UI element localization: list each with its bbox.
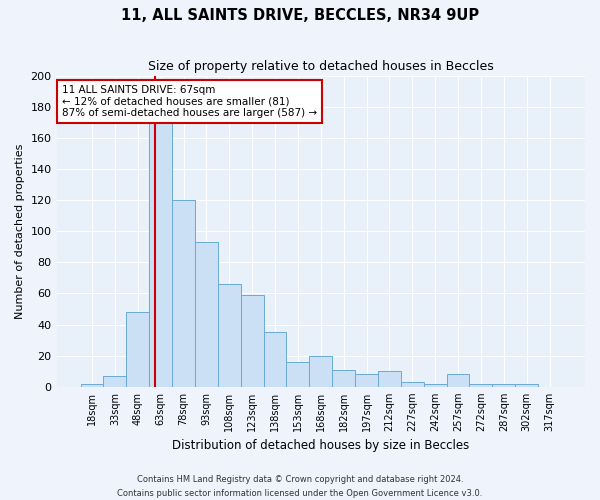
Bar [515, 384, 538, 387]
Bar [332, 370, 355, 387]
Bar [401, 382, 424, 387]
Bar [172, 200, 195, 387]
Bar [149, 122, 172, 387]
Bar [310, 356, 332, 387]
Bar [378, 371, 401, 387]
Bar [355, 374, 378, 387]
Title: Size of property relative to detached houses in Beccles: Size of property relative to detached ho… [148, 60, 494, 73]
Bar [195, 242, 218, 387]
Y-axis label: Number of detached properties: Number of detached properties [15, 144, 25, 319]
Text: 11 ALL SAINTS DRIVE: 67sqm
← 12% of detached houses are smaller (81)
87% of semi: 11 ALL SAINTS DRIVE: 67sqm ← 12% of deta… [62, 85, 317, 118]
Bar [469, 384, 493, 387]
Bar [493, 384, 515, 387]
Bar [103, 376, 127, 387]
Bar [424, 384, 446, 387]
Text: Contains HM Land Registry data © Crown copyright and database right 2024.
Contai: Contains HM Land Registry data © Crown c… [118, 476, 482, 498]
Bar [446, 374, 469, 387]
Bar [241, 295, 263, 387]
Bar [218, 284, 241, 387]
Bar [263, 332, 286, 387]
X-axis label: Distribution of detached houses by size in Beccles: Distribution of detached houses by size … [172, 440, 469, 452]
Text: 11, ALL SAINTS DRIVE, BECCLES, NR34 9UP: 11, ALL SAINTS DRIVE, BECCLES, NR34 9UP [121, 8, 479, 22]
Bar [80, 384, 103, 387]
Bar [127, 312, 149, 387]
Bar [286, 362, 310, 387]
